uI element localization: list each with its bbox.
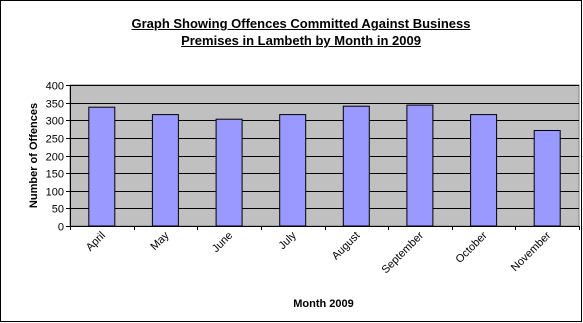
y-tick-label: 400 bbox=[46, 81, 64, 93]
x-tick-label: August bbox=[330, 230, 363, 263]
y-tick-label: 150 bbox=[46, 169, 64, 181]
x-tick-label: October bbox=[454, 229, 490, 265]
plot-background bbox=[69, 84, 580, 227]
y-tick-label: 50 bbox=[52, 204, 64, 216]
y-tick-label: 100 bbox=[46, 187, 64, 199]
bar-may bbox=[151, 114, 179, 227]
bar-october bbox=[470, 114, 498, 227]
x-tick-label: June bbox=[210, 230, 235, 255]
x-axis-title: Month 2009 bbox=[293, 298, 354, 310]
bar-july bbox=[279, 114, 307, 227]
x-tick-label: May bbox=[148, 229, 172, 253]
x-tick-label: April bbox=[84, 230, 108, 254]
x-tick-label: July bbox=[276, 229, 299, 252]
x-tick-labels: April May June July August September October No… bbox=[84, 229, 554, 276]
y-axis-title: Number of Offences bbox=[28, 103, 40, 208]
chart-title-line-1: Graph Showing Offences Committed Against… bbox=[131, 16, 471, 31]
y-tick-labels: 0 50 100 150 200 250 300 350 400 bbox=[46, 81, 64, 234]
chart-title-line-2: Premises in Lambeth by Month in 2009 bbox=[181, 33, 421, 48]
bar-august bbox=[342, 105, 370, 227]
y-tick-label: 350 bbox=[46, 99, 64, 111]
axes bbox=[66, 85, 580, 230]
y-tick-label: 200 bbox=[46, 152, 64, 164]
x-tick-label: November bbox=[509, 229, 554, 274]
bar-november bbox=[533, 130, 561, 227]
bar-june bbox=[215, 118, 243, 227]
x-tick-label: September bbox=[380, 229, 427, 276]
bar-april bbox=[88, 106, 116, 227]
bar-september bbox=[406, 104, 434, 227]
y-tick-label: 300 bbox=[46, 116, 64, 128]
y-tick-label: 250 bbox=[46, 134, 64, 146]
bars bbox=[88, 104, 561, 227]
y-tick-label: 0 bbox=[58, 222, 64, 234]
